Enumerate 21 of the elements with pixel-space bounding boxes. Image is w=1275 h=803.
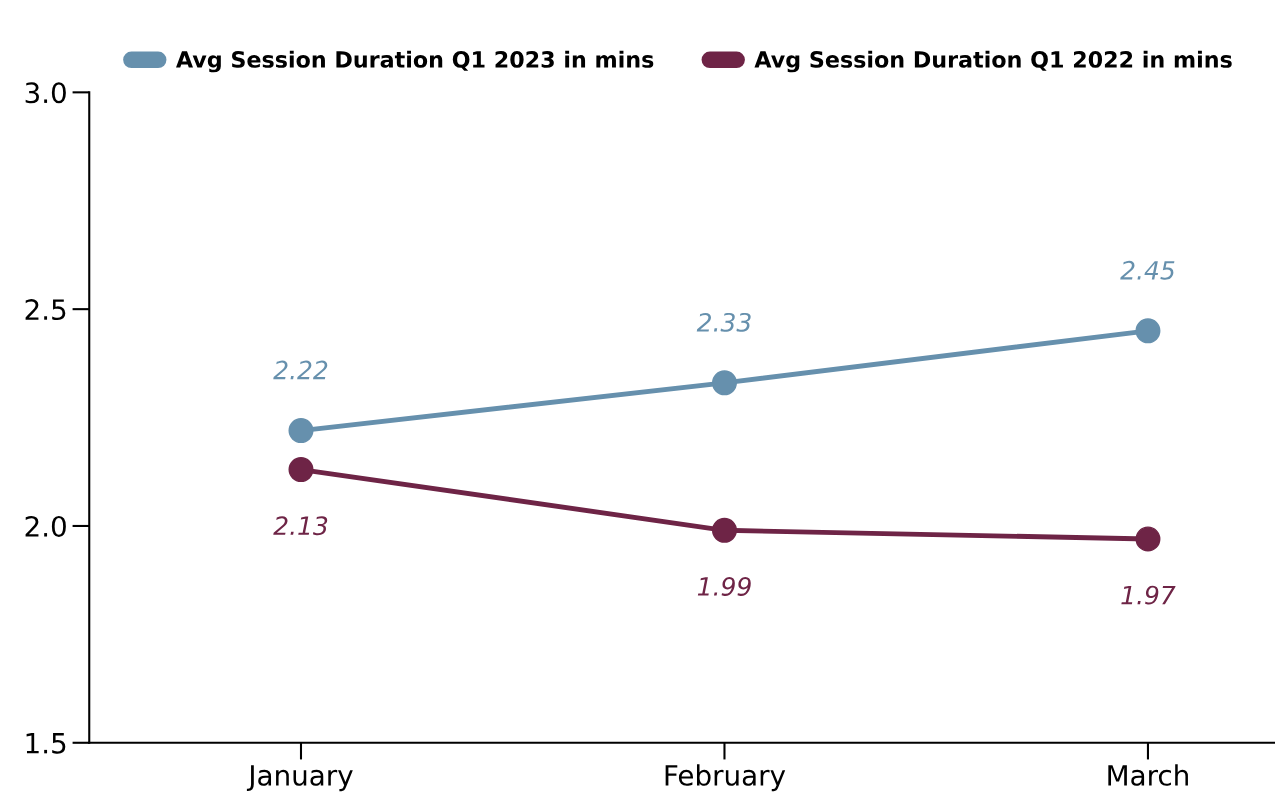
data-label: 2.22	[273, 360, 328, 380]
x-tick-label: March	[1108, 764, 1188, 786]
data-label: 2.13	[273, 516, 328, 536]
data-label: 1.97	[1121, 585, 1176, 605]
legend-label: Avg Session Duration Q1 2022 in mins	[754, 50, 1232, 73]
point	[1135, 318, 1161, 344]
x-tick-label: January	[246, 765, 353, 792]
point	[288, 457, 314, 483]
y-tick-label: 1.5	[26, 733, 66, 754]
legend-label: Avg Session Duration Q1 2023 in mins	[176, 50, 654, 73]
y-tick-label: 2.5	[25, 299, 66, 321]
x-tick-label: February	[665, 764, 786, 792]
point	[1135, 526, 1161, 552]
y-tick-label: 3.0	[25, 82, 66, 104]
y-tick-label: 2.0	[25, 515, 66, 537]
point	[711, 517, 737, 543]
data-label: 1.99	[697, 576, 751, 596]
data-label: 2.33	[696, 312, 751, 332]
point	[711, 370, 737, 396]
data-label: 2.45	[1120, 260, 1175, 280]
point	[288, 418, 314, 444]
